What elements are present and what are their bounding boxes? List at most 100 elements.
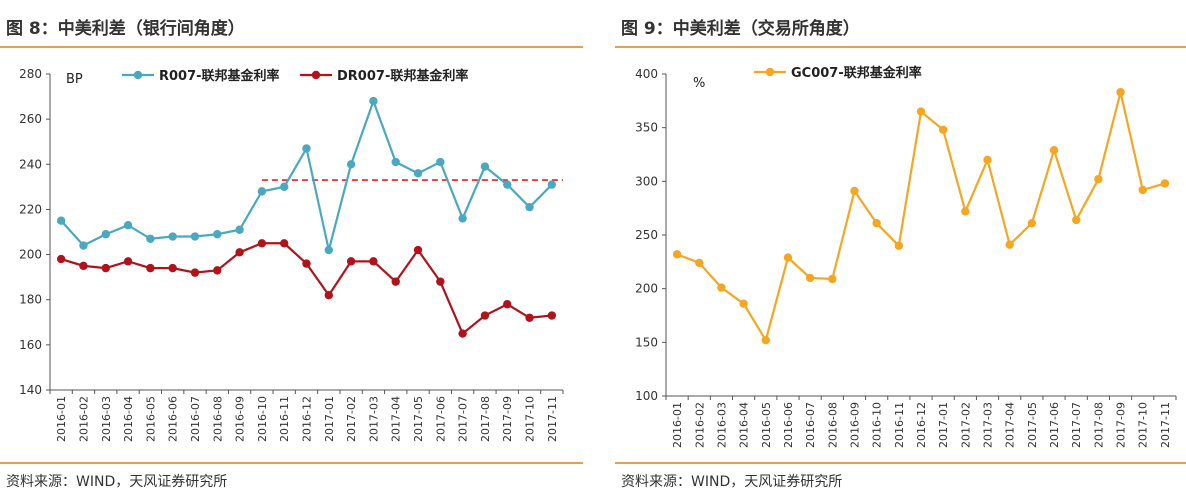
data-point — [168, 263, 177, 273]
source-note: 资料来源：WIND，天风证券研究所 — [6, 474, 228, 490]
data-point — [190, 232, 200, 241]
data-point — [56, 254, 66, 264]
chart-title: 图 8：中美利差（银行间角度） — [6, 19, 245, 39]
title-divider — [615, 46, 1186, 48]
x-tick-label: 2017-05 — [1026, 402, 1039, 448]
x-tick-label: 2017-03 — [982, 402, 995, 448]
data-point — [257, 187, 267, 196]
x-tick-label: 2016-01 — [55, 396, 68, 442]
data-point — [916, 107, 926, 116]
data-point — [101, 263, 110, 273]
data-point — [717, 283, 726, 292]
data-point — [872, 218, 881, 228]
y-tick-label: 250 — [635, 228, 658, 242]
data-point — [1094, 174, 1103, 184]
x-tick-label: 2017-10 — [524, 396, 537, 442]
data-point — [436, 277, 445, 286]
x-tick-label: 2016-05 — [144, 396, 157, 442]
x-tick-label: 2016-04 — [738, 402, 751, 448]
data-point — [828, 274, 837, 284]
legend-marker — [133, 70, 143, 80]
x-tick-label: 2016-02 — [77, 396, 90, 442]
data-point — [739, 299, 748, 308]
data-point — [850, 186, 859, 196]
data-point — [413, 245, 423, 255]
data-point — [503, 300, 512, 309]
x-tick-label: 2016-12 — [915, 402, 928, 448]
x-tick-label: 2016-03 — [715, 402, 728, 448]
x-tick-label: 2017-11 — [1159, 402, 1172, 448]
data-point — [1049, 146, 1059, 155]
data-point — [346, 257, 356, 266]
y-tick-label: 200 — [635, 282, 658, 296]
data-point — [436, 157, 445, 167]
data-point — [257, 239, 267, 248]
data-point — [503, 180, 512, 189]
y-tick-label: 300 — [635, 174, 658, 188]
data-point — [190, 268, 200, 277]
x-tick-label: 2017-11 — [546, 396, 559, 442]
y-tick-label: 140 — [19, 383, 42, 397]
x-tick-label: 2016-07 — [189, 396, 202, 442]
data-point — [302, 144, 311, 153]
y-tick-label: 400 — [635, 67, 658, 81]
data-point — [391, 157, 400, 167]
data-point — [458, 329, 467, 338]
unit-label: BP — [66, 72, 83, 87]
x-tick-label: 2017-08 — [1092, 402, 1105, 448]
y-tick-label: 220 — [19, 202, 42, 216]
data-point — [1160, 179, 1170, 188]
x-tick-label: 2016-02 — [693, 402, 706, 448]
x-tick-label: 2016-08 — [211, 396, 224, 442]
x-tick-label: 2017-04 — [390, 396, 403, 442]
x-tick-label: 2017-01 — [323, 396, 336, 442]
x-tick-label: 2016-11 — [893, 402, 906, 448]
x-tick-label: 2016-07 — [804, 402, 817, 448]
data-point — [146, 263, 155, 273]
x-tick-label: 2016-08 — [826, 402, 839, 448]
title-divider — [0, 46, 583, 48]
x-tick-label: 2017-02 — [345, 396, 358, 442]
x-tick-label: 2017-03 — [367, 396, 380, 442]
x-tick-label: 2016-12 — [301, 396, 314, 442]
chart-panel-exchange: 图 9：中美利差（交易所角度） 100 150 200 250 300 350 400 201… — [615, 0, 1186, 495]
unit-label: % — [693, 76, 705, 91]
data-point — [805, 273, 815, 283]
x-tick-label: 2017-04 — [1004, 402, 1017, 448]
x-tick-label: 2017-07 — [1070, 402, 1083, 448]
data-point — [547, 180, 557, 189]
legend-label: DR007-联邦基金利率 — [337, 68, 468, 84]
line-chart-exchange: 100 150 200 250 300 350 400 2016-01 2016-02 2016-… — [635, 65, 1177, 448]
data-point — [56, 216, 66, 225]
data-point — [672, 250, 682, 259]
legend-marker — [311, 70, 321, 80]
data-point — [413, 169, 423, 178]
x-tick-label: 2016-03 — [100, 396, 113, 442]
data-point — [213, 266, 222, 275]
data-point — [123, 221, 133, 230]
data-point — [279, 182, 289, 192]
x-tick-label: 2016-05 — [760, 402, 773, 448]
y-tick-label: 100 — [635, 389, 658, 403]
data-point — [213, 230, 222, 239]
data-point — [302, 259, 311, 268]
x-tick-label: 2017-07 — [457, 396, 470, 442]
y-tick-label: 260 — [19, 112, 42, 126]
x-tick-label: 2016-06 — [782, 402, 795, 448]
y-tick-label: 240 — [19, 157, 42, 171]
legend-label: R007-联邦基金利率 — [159, 68, 280, 84]
y-tick-label: 280 — [19, 67, 42, 81]
data-point — [79, 241, 88, 250]
data-point — [761, 335, 770, 345]
data-point — [938, 125, 948, 135]
x-tick-label: 2016-09 — [234, 396, 247, 442]
data-point — [369, 257, 378, 266]
data-point — [1138, 185, 1147, 195]
data-point — [279, 239, 289, 248]
data-point — [525, 202, 534, 212]
x-tick-label: 2017-02 — [959, 402, 972, 448]
data-point — [480, 162, 490, 171]
series-line — [60, 242, 552, 336]
data-point — [525, 313, 534, 322]
data-point — [480, 311, 490, 320]
